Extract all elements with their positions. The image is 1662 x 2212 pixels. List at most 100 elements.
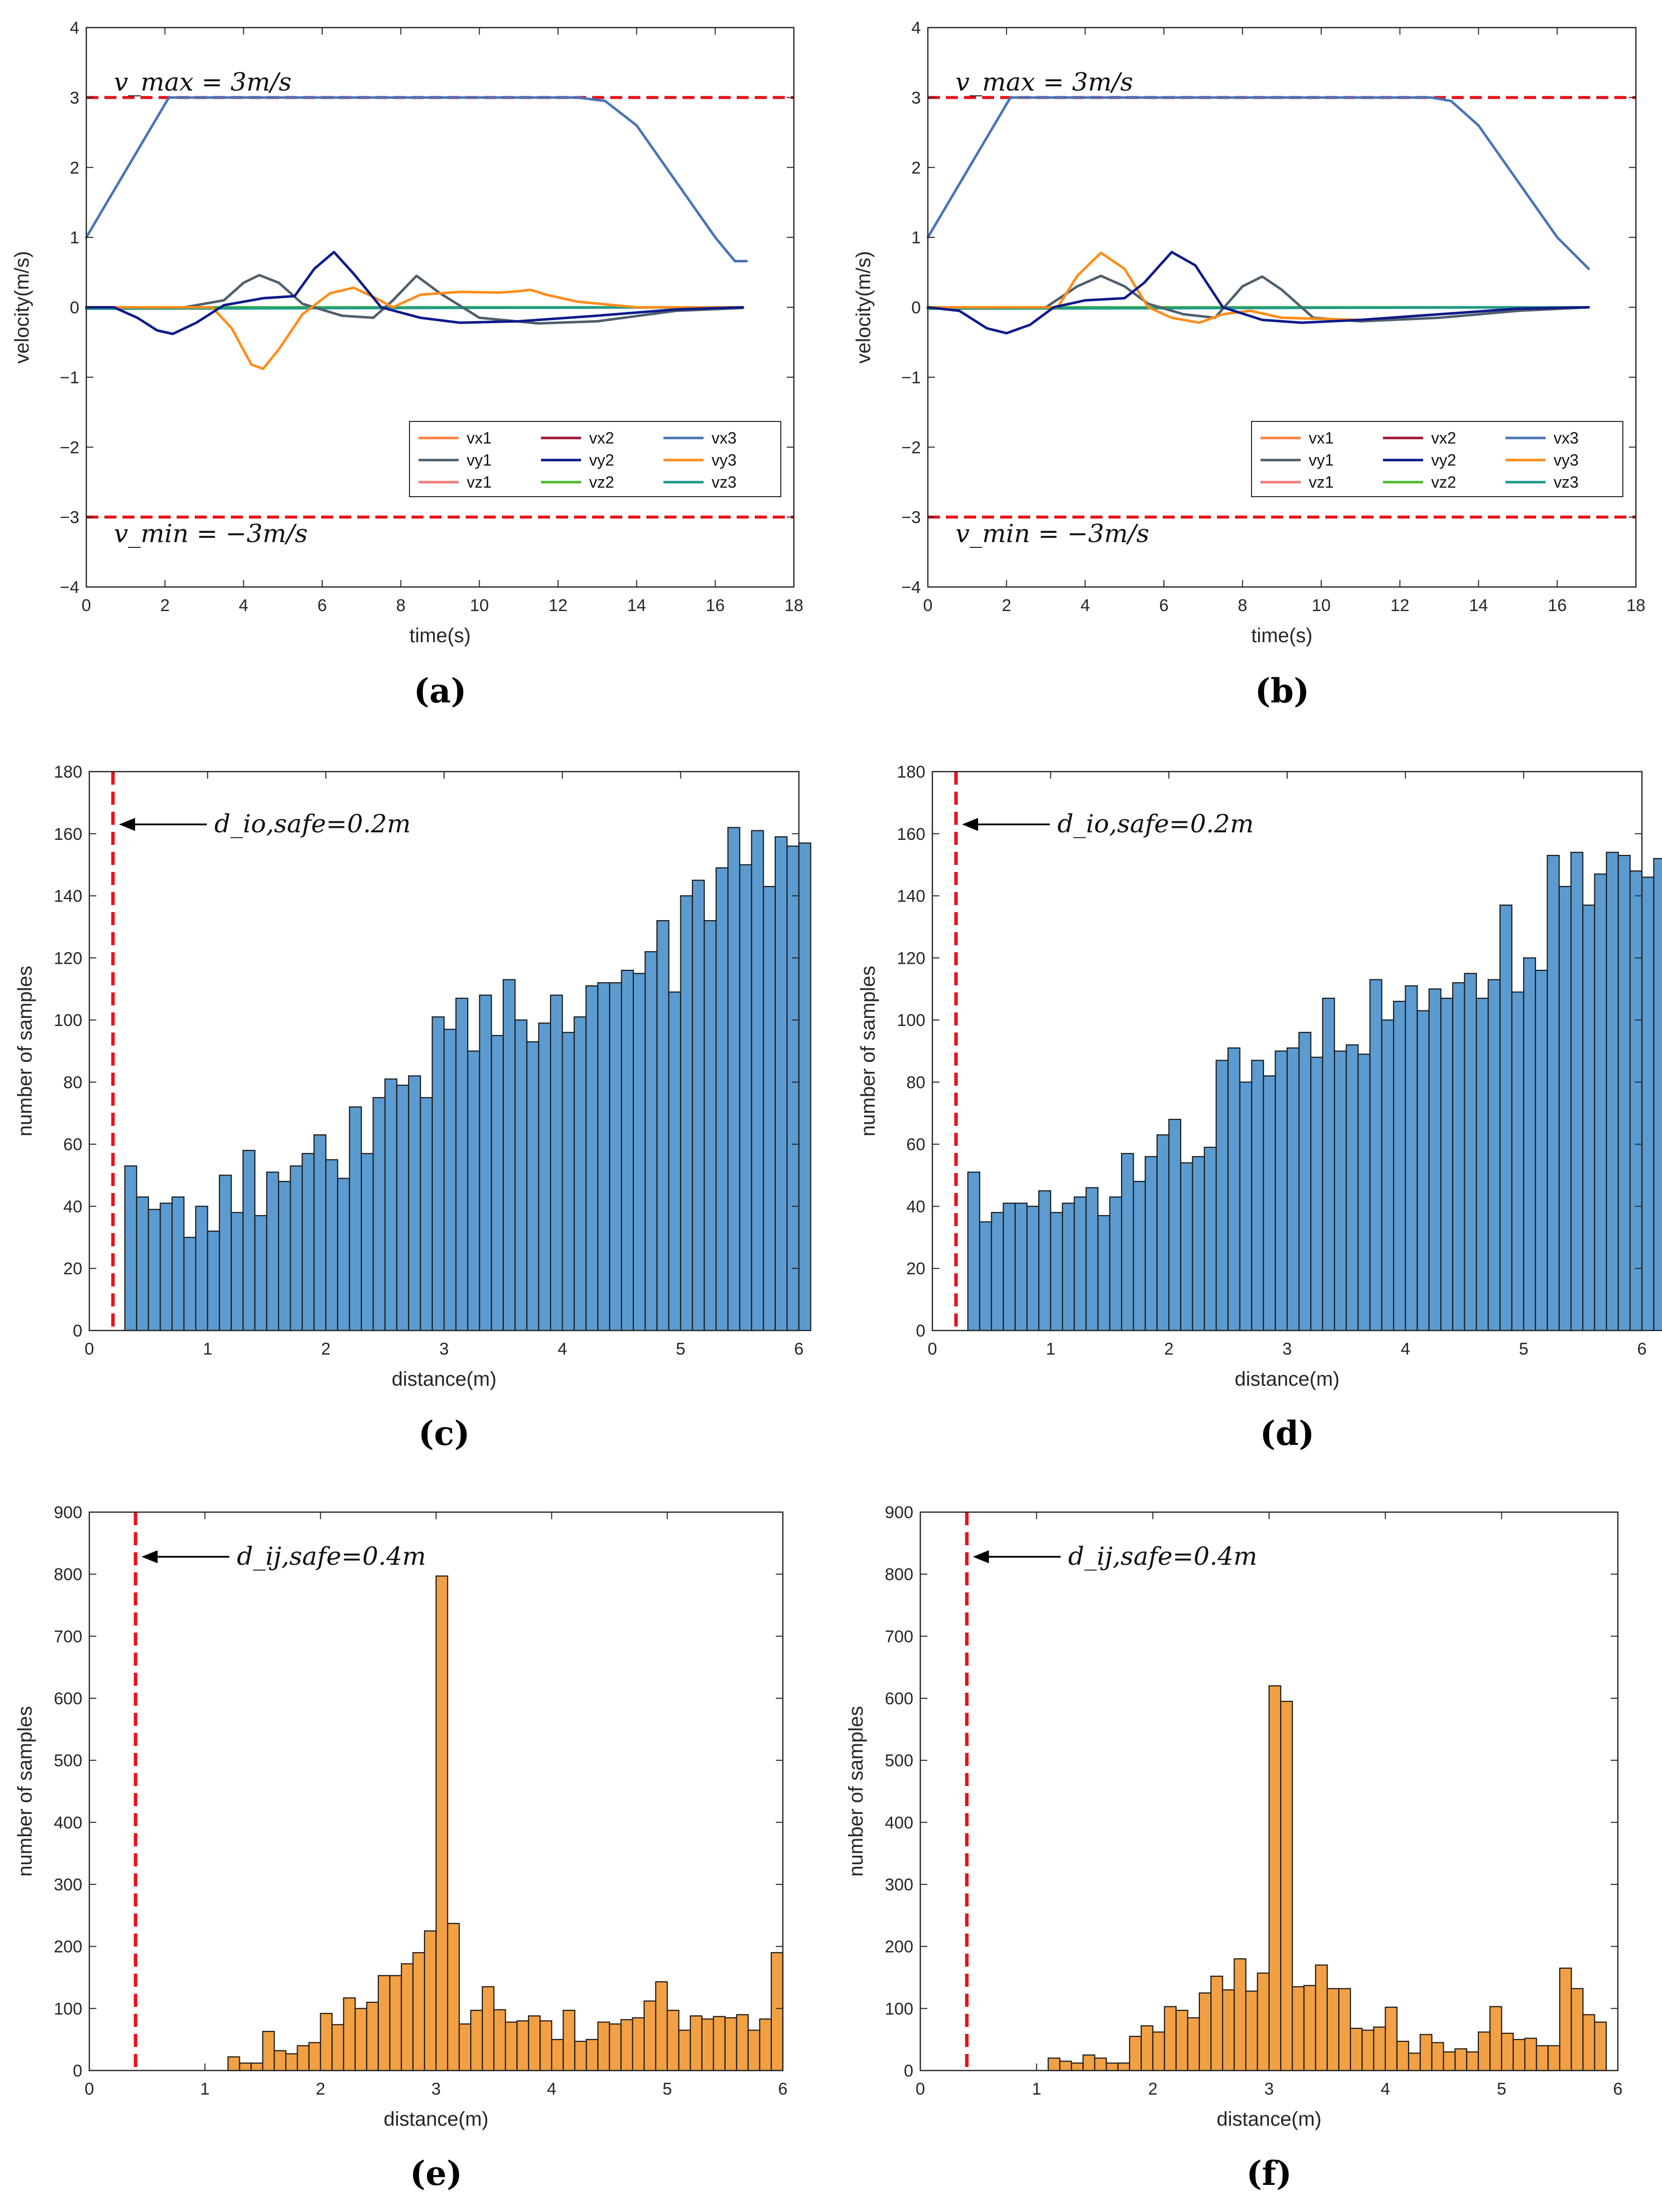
bar-42 xyxy=(1464,973,1477,1332)
bar-15 xyxy=(400,1963,414,2072)
panel-caption: (a) xyxy=(413,671,466,710)
safe-distance-label: d_ij,safe=0.4m xyxy=(237,1542,426,1571)
bar-23 xyxy=(493,2009,506,2072)
bar-13 xyxy=(1121,1153,1134,1332)
bars xyxy=(227,1575,784,2072)
bar-21 xyxy=(1215,1060,1229,1332)
bar-48 xyxy=(691,879,705,1332)
bar-19 xyxy=(349,1106,362,1332)
bar-40 xyxy=(1512,2039,1526,2072)
legend-label-vz2: vz2 xyxy=(589,473,614,491)
bar-2 xyxy=(991,1212,1004,1332)
bar-35 xyxy=(1381,1019,1395,1332)
bar-17 xyxy=(424,1930,437,2072)
bar-43 xyxy=(724,2017,737,2072)
bar-30 xyxy=(1396,2040,1410,2072)
bar-13 xyxy=(1198,1992,1212,2072)
x-tick-label: 5 xyxy=(676,1340,685,1359)
bar-41 xyxy=(1524,2037,1537,2072)
bar-9 xyxy=(1152,2031,1165,2072)
bar-30 xyxy=(1322,997,1335,1332)
bar-31 xyxy=(1334,1050,1347,1332)
bar-19 xyxy=(1268,1685,1282,2072)
x-tick-label: 5 xyxy=(1519,1340,1529,1359)
x-tick-label: 2 xyxy=(1148,2080,1158,2099)
x-tick-label: 2 xyxy=(316,2080,325,2099)
bar-39 xyxy=(1428,988,1442,1332)
bar-21 xyxy=(1292,1986,1305,2072)
bar-20 xyxy=(1280,1701,1293,2072)
bar-4 xyxy=(171,1196,185,1332)
bar-34 xyxy=(1443,2051,1456,2072)
y-tick-label: 0 xyxy=(916,1321,925,1341)
bar-2 xyxy=(148,1209,161,1332)
bar-23 xyxy=(1315,1964,1328,2072)
bar-1 xyxy=(239,2062,252,2072)
bar-46 xyxy=(1511,991,1525,1332)
y-tick-label: 400 xyxy=(54,1813,82,1832)
bar-1 xyxy=(979,1221,992,1332)
bar-22 xyxy=(482,1986,495,2072)
bar-11 xyxy=(1175,2009,1188,2072)
bar-28 xyxy=(551,2039,564,2072)
y-tick-label: 900 xyxy=(885,1503,913,1522)
bar-20 xyxy=(1203,1146,1217,1332)
x-tick-label: 0 xyxy=(916,2080,925,2099)
x-tick-label: 6 xyxy=(1613,2080,1623,2099)
panel-caption: (d) xyxy=(1260,1414,1315,1453)
bar-23 xyxy=(1239,1081,1253,1332)
y-tick-label: 60 xyxy=(906,1135,925,1154)
y-tick-label: 140 xyxy=(897,887,925,906)
bar-20 xyxy=(360,1153,374,1332)
bar-42 xyxy=(1536,2045,1549,2072)
arrow-head xyxy=(962,818,979,831)
bar-9 xyxy=(331,2024,344,2072)
x-tick-label: 6 xyxy=(1159,596,1169,615)
bar-0 xyxy=(124,1165,137,1332)
bar-46 xyxy=(1582,2014,1595,2072)
x-tick-label: 4 xyxy=(1080,596,1090,615)
y-tick-label: 800 xyxy=(885,1565,913,1584)
bar-24 xyxy=(505,2021,518,2072)
x-tick-label: 4 xyxy=(558,1340,567,1359)
y-tick-label: 160 xyxy=(897,825,925,844)
bar-10 xyxy=(242,1149,256,1332)
series-vy2 xyxy=(85,250,744,335)
bar-30 xyxy=(479,994,492,1332)
arrow-head xyxy=(142,1550,158,1564)
bar-14 xyxy=(290,1165,303,1332)
legend-label-vz2: vz2 xyxy=(1431,473,1456,491)
bar-27 xyxy=(1361,2029,1374,2072)
y-tick-label: 180 xyxy=(897,763,925,782)
y-tick-label: 120 xyxy=(54,949,82,968)
y-tick-label: 80 xyxy=(63,1073,82,1092)
y-tick-label: 0 xyxy=(911,299,921,318)
bar-47 xyxy=(770,1952,784,2072)
bar-11 xyxy=(354,2008,367,2072)
legend-label-vy2: vy2 xyxy=(589,451,614,469)
x-tick-label: 14 xyxy=(627,596,646,615)
x-tick-label: 1 xyxy=(203,1340,212,1359)
bar-36 xyxy=(643,2000,656,2072)
y-tick-label: 900 xyxy=(54,1503,82,1522)
legend-label-vx1: vx1 xyxy=(467,429,492,447)
bar-19 xyxy=(1192,1156,1205,1332)
bar-25 xyxy=(516,2020,529,2072)
y-tick-label: 300 xyxy=(885,1875,913,1894)
x-axis-label: distance(m) xyxy=(1217,2108,1322,2130)
bar-10 xyxy=(1085,1187,1099,1332)
y-tick-label: 700 xyxy=(885,1627,913,1646)
bar-21 xyxy=(372,1097,386,1332)
bar-5 xyxy=(1105,2062,1119,2072)
bar-18 xyxy=(1180,1162,1193,1332)
panel-f: d_ij,safe=0.4m 0 1 2 3 4 5 6 0 100 200 300 400 500 600… xyxy=(845,1503,1622,2193)
x-tick-label: 2 xyxy=(1002,596,1011,615)
x-tick-label: 2 xyxy=(321,1340,331,1359)
bar-34 xyxy=(1369,979,1382,1332)
limit-label-0: v_max = 3m/s xyxy=(114,67,292,96)
safe-distance-label: d_io,safe=0.2m xyxy=(1057,809,1254,838)
bar-8 xyxy=(219,1174,232,1332)
bar-17 xyxy=(1168,1119,1181,1332)
x-tick-label: 10 xyxy=(1312,596,1331,615)
